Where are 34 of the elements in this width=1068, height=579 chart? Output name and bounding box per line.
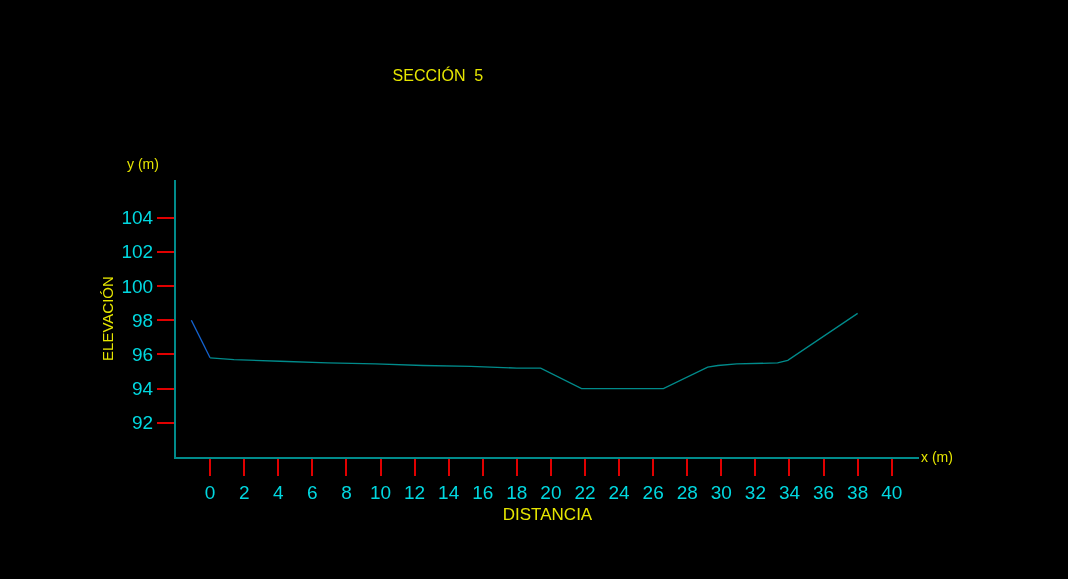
x-tick-label: 2 bbox=[238, 481, 250, 503]
y-tick-label: 100 bbox=[121, 275, 154, 297]
y-axis-title: ELEVACIÓN bbox=[99, 276, 117, 361]
y-tick-label: 104 bbox=[121, 207, 154, 229]
x-tick-label: 16 bbox=[472, 481, 494, 503]
y-tick-label: 92 bbox=[132, 412, 154, 434]
text: x (m) bbox=[921, 449, 953, 465]
y-tick-label: 94 bbox=[132, 378, 154, 400]
x-axis-title: DISTANCIA bbox=[502, 504, 593, 524]
x-tick-label: 30 bbox=[710, 481, 732, 503]
x-tick-label: 34 bbox=[778, 481, 801, 503]
x-tick-label: 28 bbox=[676, 481, 698, 503]
x-tick-label: 18 bbox=[506, 481, 528, 503]
y-tick-label: 102 bbox=[121, 241, 154, 263]
x-tick-label: 12 bbox=[404, 481, 426, 503]
y-tick-label: 96 bbox=[132, 344, 154, 366]
x-tick-label: 0 bbox=[204, 481, 216, 503]
x-tick-label: 40 bbox=[881, 481, 903, 503]
x-tick-label: 38 bbox=[847, 481, 869, 503]
x-tick-label: 24 bbox=[608, 481, 631, 503]
x-tick-label: 10 bbox=[369, 481, 392, 503]
x-tick-label: 22 bbox=[574, 481, 596, 503]
line-series bbox=[209, 312, 859, 390]
x-tick-label: 26 bbox=[642, 481, 664, 503]
x-tick-label: 4 bbox=[272, 481, 284, 503]
x-tick-label: 8 bbox=[341, 481, 352, 503]
text: y (m) bbox=[127, 156, 159, 172]
x-tick-label: 6 bbox=[307, 481, 318, 503]
y-tick-label: 98 bbox=[132, 309, 154, 331]
x-tick-label: 36 bbox=[813, 481, 835, 503]
x-tick-label: 32 bbox=[744, 481, 766, 503]
chart-title: SECCIÓN 5 bbox=[392, 65, 484, 84]
x-tick-label: 14 bbox=[438, 481, 460, 503]
x-tick-label: 20 bbox=[540, 481, 562, 503]
